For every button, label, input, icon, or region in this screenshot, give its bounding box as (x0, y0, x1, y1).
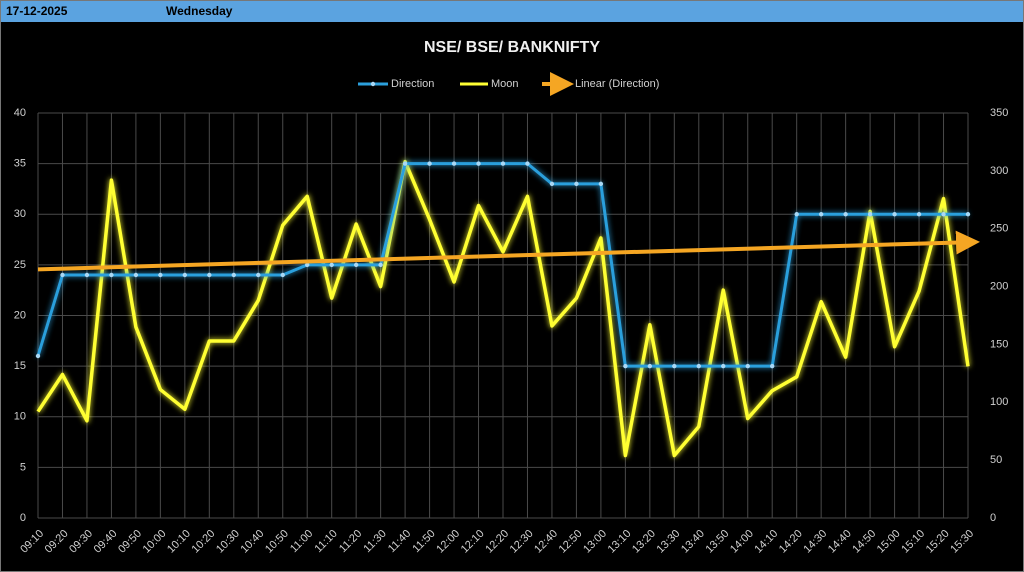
y-tick-label: 20 (14, 309, 26, 321)
series-point (256, 272, 261, 278)
y-tick-label: 30 (14, 208, 26, 220)
series-point (941, 212, 946, 217)
series-point (696, 363, 701, 369)
y2-tick-label: 100 (990, 396, 1008, 408)
series-point (231, 272, 236, 278)
series-point (794, 212, 799, 217)
header-bar (1, 1, 1023, 22)
series-point (427, 161, 432, 166)
series-point (745, 363, 750, 369)
y-tick-label: 0 (20, 512, 26, 524)
chart-title: NSE/ BSE/ BANKNIFTY (424, 39, 600, 56)
series-point (500, 161, 506, 166)
y2-tick-label: 0 (990, 512, 996, 524)
trendline (37, 230, 980, 272)
y-tick-label: 5 (20, 461, 26, 473)
series-point (672, 363, 677, 369)
y-tick-label: 15 (14, 360, 26, 372)
series-point (84, 272, 90, 278)
header-day: Wednesday (166, 4, 233, 18)
series-point (182, 272, 188, 278)
series-point (598, 181, 604, 187)
series-point (818, 212, 824, 217)
series-point (476, 161, 481, 166)
series-point (109, 272, 114, 278)
series-point (451, 161, 457, 166)
series-point (574, 181, 579, 187)
series-point (965, 212, 971, 217)
series-line (36, 159, 970, 458)
series-point (770, 363, 775, 369)
legend-label: Direction (391, 78, 434, 90)
series-point (867, 212, 873, 217)
series-point (353, 262, 359, 268)
header-date: 17-12-2025 (6, 4, 68, 18)
y2-tick-label: 250 (990, 223, 1008, 235)
series-point (892, 212, 897, 217)
series-point (60, 272, 65, 278)
y2-tick-label: 150 (990, 338, 1008, 350)
series-point (305, 262, 310, 268)
series-point (280, 272, 285, 278)
series-point (843, 212, 848, 217)
y2-tick-label: 50 (990, 454, 1002, 466)
series-point (721, 363, 726, 369)
y-tick-label: 40 (14, 107, 26, 119)
series-point (35, 353, 41, 359)
y2-tick-label: 300 (990, 165, 1008, 177)
legend-swatch-point (370, 81, 376, 87)
series-point (207, 272, 212, 278)
series-point (647, 363, 653, 369)
series-point (916, 212, 922, 217)
series-point (402, 161, 408, 166)
series-point (329, 262, 334, 268)
legend-label: Moon (491, 78, 519, 90)
y-tick-label: 25 (14, 259, 26, 271)
series-point (623, 363, 628, 369)
y2-tick-label: 350 (990, 107, 1008, 119)
y2-tick-label: 200 (990, 280, 1008, 292)
series-point (158, 272, 163, 278)
y-tick-label: 35 (14, 158, 26, 170)
legend-label: Linear (Direction) (575, 78, 659, 90)
y-tick-label: 10 (14, 411, 26, 423)
series-point (133, 272, 139, 278)
series-point (525, 161, 530, 166)
series-point (549, 181, 555, 187)
series-point (378, 262, 383, 268)
